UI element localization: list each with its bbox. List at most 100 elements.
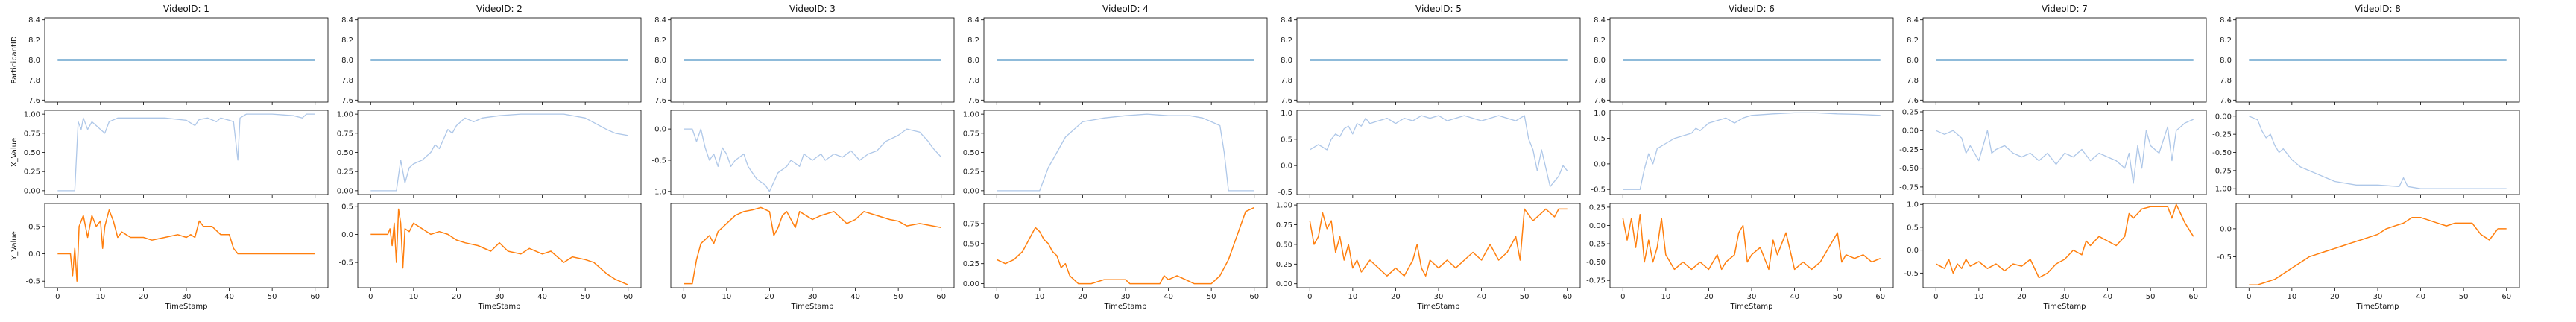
x-tick-label: 40: [224, 293, 234, 301]
series-line-y_value: [996, 206, 1255, 285]
axes-participant: 7.6 7.8 8.0 8.2 8.4: [2220, 16, 2520, 105]
y-tick-label: 0.00: [963, 187, 979, 195]
x-tick-label: 0: [2247, 293, 2251, 301]
x-tick-label: 50: [581, 293, 590, 301]
y-tick-label: 7.6: [967, 97, 979, 105]
y-tick-label: 8.0: [967, 57, 979, 65]
x-tick-label: 0: [1307, 293, 1312, 301]
panel-title: VideoID: 1: [163, 4, 209, 14]
x-tick-label: 50: [268, 293, 277, 301]
x-tick-label: 30: [2060, 293, 2070, 301]
x-axis-label: TimeStamp: [165, 303, 208, 311]
y-tick-label: 0.0: [654, 126, 666, 134]
y-tick-label: 7.6: [1281, 97, 1292, 105]
x-tick-label: 30: [182, 293, 192, 301]
x-axis-label: TimeStamp: [1104, 303, 1147, 311]
panel-title: VideoID: 3: [789, 4, 836, 14]
y-tick-label: 0.50: [963, 149, 979, 157]
series-line-x_value: [370, 113, 628, 192]
x-tick-label: 20: [452, 293, 461, 301]
y-tick-label: 0.75: [963, 220, 979, 228]
axes-frame: [670, 110, 955, 195]
y-tick-label: -0.50: [1899, 165, 1919, 173]
x-tick-label: 40: [850, 293, 860, 301]
y-tick-label: 7.8: [28, 77, 40, 85]
y-tick-label: 8.2: [654, 37, 666, 45]
y-tick-label: 7.8: [967, 77, 979, 85]
series-line-y_value: [370, 208, 628, 285]
y-tick-label: 0.00: [337, 187, 353, 195]
y-tick-label: 0.5: [1907, 224, 1919, 232]
y-tick-label: -0.5: [338, 259, 353, 268]
series-line-y_value: [684, 206, 941, 285]
y-tick-label: 8.0: [341, 57, 353, 65]
y-tick-label: 1.0: [1594, 110, 1606, 118]
y-tick-label: 8.2: [1281, 37, 1292, 45]
x-tick-label: 50: [1207, 293, 1216, 301]
x-tick-label: 10: [1348, 293, 1357, 301]
series-line-y_value: [1935, 203, 2194, 279]
y-tick-label: 0.00: [963, 280, 979, 288]
axes-x_value: -0.5 0.0 0.5 1.0: [1591, 110, 1894, 198]
y-tick-label: 0.75: [337, 130, 353, 138]
x-tick-label: 20: [1078, 293, 1087, 301]
series-line-y_value: [57, 209, 315, 282]
axes-y_value: -0.5 0.0 0.5 0 10 20 30 40 50 60 TimeStamp Y_Value: [10, 203, 329, 311]
axes-frame: [670, 203, 955, 288]
axes-x_value: 0.00 0.25 0.50 0.75 1.00: [963, 110, 1268, 198]
y-tick-label: 0.25: [963, 168, 979, 177]
axes-frame: [1609, 110, 1894, 195]
y-tick-label: 8.0: [1594, 57, 1606, 65]
y-tick-label: 8.4: [341, 16, 353, 25]
axes-participant: 7.6 7.8 8.0 8.2 8.4: [1594, 16, 1894, 105]
y-tick-label: 0.5: [341, 203, 353, 211]
y-tick-label: -0.75: [1899, 183, 1919, 192]
y-tick-label: 7.6: [654, 97, 666, 105]
y-tick-label: 0.50: [1276, 241, 1292, 249]
x-axis-label: TimeStamp: [2356, 303, 2399, 311]
x-tick-label: 30: [1434, 293, 1444, 301]
x-tick-label: 60: [1249, 293, 1259, 301]
y-tick-label: 0.00: [1902, 127, 1919, 136]
x-tick-label: 50: [1520, 293, 1530, 301]
y-tick-label: 0.25: [1902, 109, 1919, 117]
y-tick-label: 0.5: [1594, 135, 1606, 143]
y-tick-label: 0.0: [1907, 247, 1919, 255]
x-tick-label: 10: [95, 293, 105, 301]
y-tick-label: -0.25: [2212, 131, 2232, 139]
y-tick-label: 8.2: [28, 37, 40, 45]
x-tick-label: 20: [2330, 293, 2340, 301]
x-tick-label: 60: [1875, 293, 1885, 301]
x-tick-label: 30: [1747, 293, 1757, 301]
y-tick-label: 8.4: [1594, 16, 1606, 25]
y-tick-label: 8.0: [1281, 57, 1292, 65]
y-tick-label: 7.8: [654, 77, 666, 85]
x-tick-label: 40: [537, 293, 547, 301]
x-tick-label: 30: [1121, 293, 1131, 301]
y-tick-label: 0.75: [1276, 221, 1292, 230]
axes-x_value: 0.00 0.25 0.50 0.75 1.00 X_Value: [10, 110, 329, 198]
x-tick-label: 40: [1477, 293, 1486, 301]
y-tick-label: -0.50: [1586, 259, 1606, 267]
axes-participant: 7.6 7.8 8.0 8.2 8.4: [967, 16, 1268, 105]
axes-frame: [44, 110, 329, 195]
y-tick-label: -0.5: [1278, 189, 1292, 197]
y-tick-label: 8.0: [1907, 57, 1919, 65]
y-tick-label: -1.0: [651, 188, 666, 196]
x-axis-label: TimeStamp: [1417, 303, 1460, 311]
y-tick-label: -0.5: [1591, 186, 1606, 195]
x-tick-label: 40: [2103, 293, 2112, 301]
x-tick-label: 40: [1790, 293, 1799, 301]
panel-title: VideoID: 2: [476, 4, 523, 14]
x-tick-label: 60: [2501, 293, 2511, 301]
series-line-x_value: [57, 113, 315, 192]
axes-x_value: 0.00 0.25 0.50 0.75 1.00: [337, 110, 642, 198]
y-tick-label: 8.0: [654, 57, 666, 65]
x-tick-label: 10: [1035, 293, 1044, 301]
panel-title: VideoID: 5: [1415, 4, 1462, 14]
y-tick-label: 0.00: [1589, 222, 1606, 230]
y-tick-label: 0.25: [1276, 261, 1292, 269]
axes-x_value: -0.5 0.0 0.5 1.0: [1278, 110, 1581, 198]
axes-frame: [357, 203, 642, 288]
